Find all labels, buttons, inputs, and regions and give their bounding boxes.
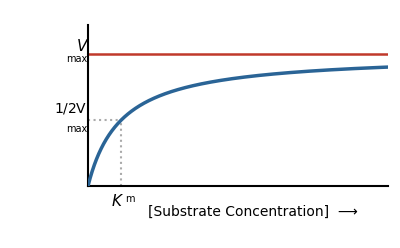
Text: max: max <box>66 54 87 64</box>
Text: [Substrate Concentration]  ⟶: [Substrate Concentration] ⟶ <box>148 205 358 218</box>
Text: m: m <box>125 194 134 204</box>
Text: K: K <box>111 194 121 209</box>
Text: max: max <box>66 124 87 134</box>
Text: V: V <box>77 39 87 54</box>
Text: $\mathregular{1/2V}$: $\mathregular{1/2V}$ <box>54 101 87 116</box>
